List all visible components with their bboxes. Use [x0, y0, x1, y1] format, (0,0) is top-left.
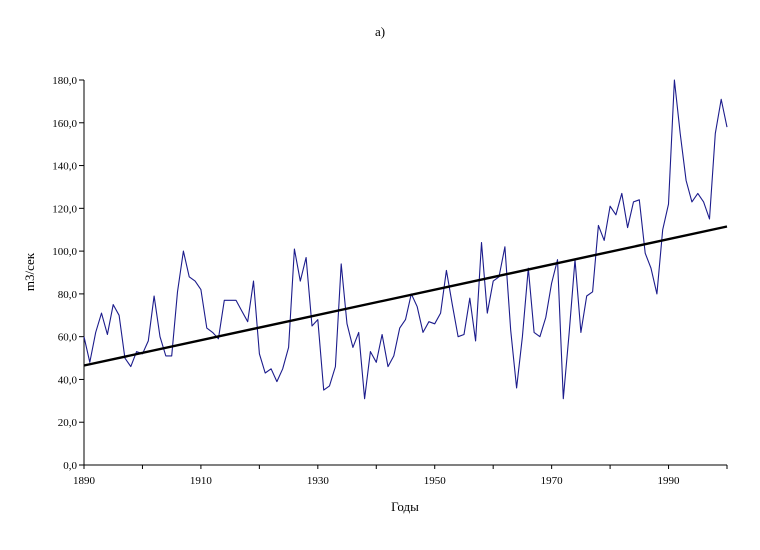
discharge-series-line	[83, 79, 728, 400]
y-tick-label: 100,0	[52, 246, 77, 258]
y-tick-label: 140,0	[52, 161, 77, 173]
y-tick-label: 160,0	[52, 118, 77, 130]
x-tick-label: 1890	[73, 475, 96, 487]
y-tick-label: 180,0	[52, 75, 77, 87]
x-tick-label: 1990	[658, 475, 681, 487]
y-tick-label: 40,0	[58, 374, 78, 386]
x-tick-label: 1910	[190, 475, 213, 487]
chart-title: а)	[375, 24, 385, 39]
y-tick-label: 0,0	[63, 460, 77, 472]
y-tick-label: 80,0	[58, 289, 78, 301]
x-axis-label: Годы	[391, 499, 419, 514]
y-tick-label: 60,0	[58, 332, 78, 344]
x-tick-label: 1950	[424, 475, 447, 487]
y-axis-ticks: 0,0 20,0 40,0 60,0 80,0 100,0 120,0 140,0 160,0 1…	[52, 75, 84, 472]
y-tick-label: 20,0	[58, 417, 78, 429]
data-series	[83, 79, 728, 400]
trend-line	[83, 225, 728, 367]
y-axis-label: m3/сек	[22, 252, 37, 291]
x-tick-label: 1970	[541, 475, 564, 487]
x-axis-ticks: 1890 1910 1930 1950 1970 1990	[73, 465, 728, 487]
y-tick-label: 120,0	[52, 203, 77, 215]
x-tick-label: 1930	[307, 475, 330, 487]
